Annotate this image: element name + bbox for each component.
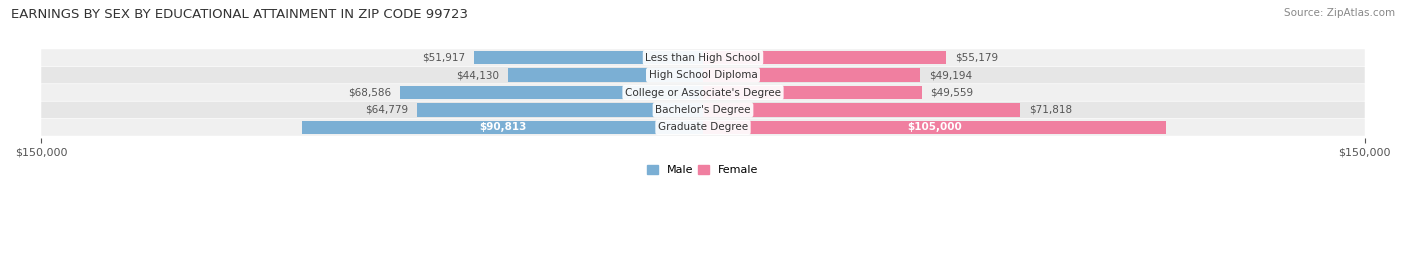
Text: Source: ZipAtlas.com: Source: ZipAtlas.com [1284,8,1395,18]
Bar [703,103,1019,117]
FancyBboxPatch shape [41,119,1365,136]
Text: Bachelor's Degree: Bachelor's Degree [655,105,751,115]
Bar [703,68,920,82]
FancyBboxPatch shape [41,67,1365,83]
FancyBboxPatch shape [41,49,1365,66]
Text: $49,194: $49,194 [929,70,972,80]
FancyBboxPatch shape [41,102,1365,118]
Bar [703,121,1166,134]
Bar [474,51,703,64]
Legend: Male, Female: Male, Female [643,160,763,180]
Bar [703,51,946,64]
FancyBboxPatch shape [41,84,1365,101]
Bar [401,86,703,99]
Text: Less than High School: Less than High School [645,53,761,63]
Text: $71,818: $71,818 [1029,105,1071,115]
Text: $64,779: $64,779 [366,105,408,115]
Bar [418,103,703,117]
Text: $68,586: $68,586 [349,88,392,98]
Text: High School Diploma: High School Diploma [648,70,758,80]
Text: $44,130: $44,130 [457,70,499,80]
Bar [703,86,922,99]
Text: College or Associate's Degree: College or Associate's Degree [626,88,780,98]
Bar [302,121,703,134]
Text: $51,917: $51,917 [422,53,465,63]
Text: $105,000: $105,000 [907,122,962,132]
Text: $90,813: $90,813 [479,122,526,132]
Text: $55,179: $55,179 [955,53,998,63]
Bar [509,68,703,82]
Text: EARNINGS BY SEX BY EDUCATIONAL ATTAINMENT IN ZIP CODE 99723: EARNINGS BY SEX BY EDUCATIONAL ATTAINMEN… [11,8,468,21]
Text: $49,559: $49,559 [931,88,973,98]
Text: Graduate Degree: Graduate Degree [658,122,748,132]
